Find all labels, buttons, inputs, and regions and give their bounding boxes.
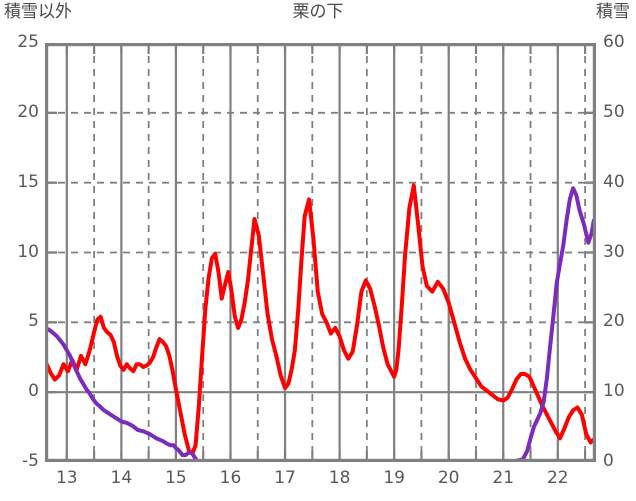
y2-axis-tick-label: 50: [603, 101, 625, 122]
y2-axis-tick-label: 20: [603, 311, 625, 332]
x-axis-ticks: 13 14 15 16 17 18 19 20 21 22: [0, 468, 636, 498]
y-axis-tick-label: -5: [22, 451, 39, 471]
x-axis-tick-label: 20: [437, 468, 460, 488]
y2-axis-tick-label: 0: [603, 451, 614, 471]
right-axis-ticks: 0 10 20 30 40 50 60: [603, 0, 636, 501]
chart-canvas: [45, 43, 596, 462]
y-axis-tick-label: 15: [17, 171, 39, 192]
y-axis-tick-label: 5: [28, 311, 39, 332]
y2-axis-tick-label: 10: [603, 381, 625, 402]
left-axis-ticks: -5 0 5 10 15 20 25: [0, 0, 39, 501]
right-axis-title: 積雪: [596, 2, 630, 22]
y2-axis-tick-label: 40: [603, 171, 625, 192]
x-axis-tick-label: 18: [328, 468, 351, 488]
x-axis-tick-label: 14: [110, 468, 133, 488]
x-axis-tick-label: 15: [165, 468, 187, 488]
x-axis-tick-label: 22: [546, 468, 569, 488]
y-axis-tick-label: 0: [28, 381, 39, 402]
y2-axis-tick-label: 60: [603, 32, 625, 52]
plot-area: [45, 43, 596, 462]
left-axis-title: 積雪以外: [4, 2, 72, 22]
x-axis-tick-label: 19: [383, 468, 405, 488]
x-axis-tick-label: 16: [219, 468, 242, 488]
x-axis-tick-label: 13: [55, 468, 78, 488]
y-axis-tick-label: 20: [17, 101, 39, 122]
y-axis-tick-label: 10: [17, 241, 39, 262]
x-axis-tick-label: 17: [274, 468, 296, 488]
y2-axis-tick-label: 30: [603, 241, 625, 262]
x-axis-tick-label: 21: [492, 468, 515, 488]
chart-title: 栗の下: [292, 2, 344, 22]
y-axis-tick-label: 25: [17, 32, 39, 52]
